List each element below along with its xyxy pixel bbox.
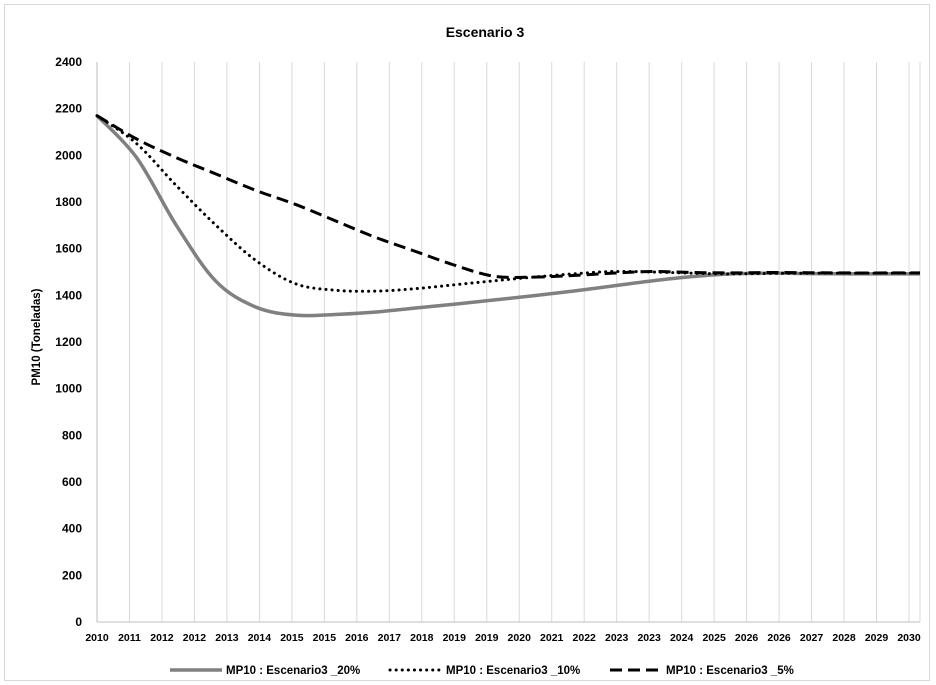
x-tick-label: 2013 [215, 632, 239, 644]
legend-label-1: MP10 : Escenario3 _20% [226, 665, 360, 677]
y-tick-label: 1600 [55, 242, 82, 256]
x-tick-label: 2025 [702, 632, 726, 644]
x-tick-label: 2011 [118, 632, 141, 644]
y-tick-labels: 0 200 400 600 800 1000 1200 1400 1600 1800 2000 220… [55, 55, 82, 629]
y-axis-label: PM10 (Toneladas) [31, 288, 43, 385]
x-tick-label: 2010 [85, 632, 109, 644]
x-tick-label: 2014 [248, 632, 272, 644]
y-tick-label: 400 [62, 522, 82, 536]
x-tick-label: 2017 [378, 632, 402, 644]
x-tick-label: 2030 [897, 632, 921, 644]
y-tick-label: 1400 [55, 288, 82, 302]
legend-label-3: MP10 : Escenario3 _5% [666, 665, 794, 677]
x-tick-label: 2012 [150, 632, 174, 644]
series-line-1 [95, 114, 920, 318]
gridlines [96, 62, 921, 622]
series-line-2 [95, 114, 922, 293]
x-tick-label: 2027 [800, 632, 824, 644]
y-tick-label: 2000 [55, 148, 82, 162]
x-tick-label: 2015 [280, 632, 304, 644]
legend-label-2: MP10 : Escenario3 _10% [446, 665, 580, 677]
series-line-3 [96, 114, 920, 279]
x-tick-label: 2020 [508, 632, 532, 644]
x-tick-label: 2022 [573, 632, 597, 644]
chart-title: Escenario 3 [446, 24, 525, 40]
x-tick-label: 2019 [475, 632, 499, 644]
x-tick-label: 2023 [637, 632, 661, 644]
y-tick-label: 1000 [55, 382, 82, 396]
y-tick-label: 0 [75, 615, 82, 629]
y-tick-label: 800 [62, 428, 82, 442]
x-tick-label: 2018 [410, 632, 434, 644]
x-tick-label: 2024 [670, 632, 694, 644]
x-tick-label: 2012 [183, 632, 207, 644]
y-tick-label: 1200 [55, 335, 82, 349]
chart-frame [4, 4, 930, 681]
x-tick-label: 2015 [313, 632, 337, 644]
legend: MP10 : Escenario3 _20% MP10 : Escenario3 … [170, 665, 794, 677]
x-tick-label: 2026 [767, 632, 791, 644]
y-tick-label: 2400 [55, 55, 82, 69]
axes [96, 62, 920, 623]
x-tick-label: 2023 [605, 632, 629, 644]
x-tick-label: 2029 [865, 632, 889, 644]
y-tick-label: 2200 [55, 102, 82, 116]
y-tick-label: 200 [62, 568, 82, 582]
x-tick-labels: 2010 2011 2012 2012 2013 2014 2015 2015 2016 2017… [85, 632, 921, 644]
x-tick-label: 2019 [443, 632, 467, 644]
x-tick-label: 2028 [832, 632, 856, 644]
y-tick-label: 600 [62, 475, 82, 489]
x-tick-label: 2026 [735, 632, 759, 644]
y-tick-label: 1800 [55, 195, 82, 209]
x-tick-label: 2021 [540, 632, 564, 644]
x-tick-label: 2016 [345, 632, 369, 644]
series-lines [95, 114, 922, 318]
